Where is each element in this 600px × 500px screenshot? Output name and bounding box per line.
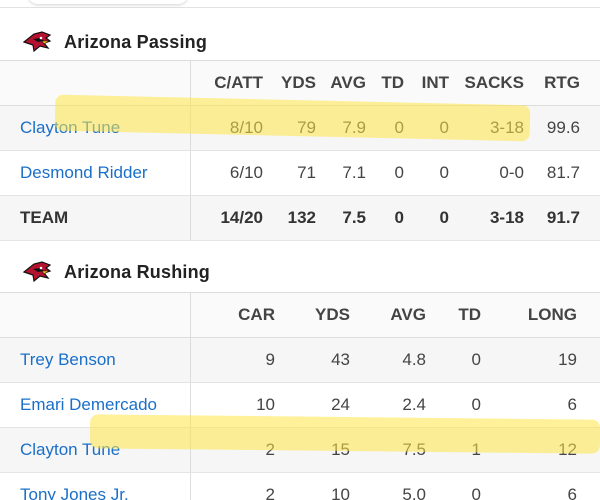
stat-td: 0	[366, 105, 404, 151]
col-header-catt: C/ATT	[190, 60, 263, 106]
table-row: Trey Benson 9 43 4.8 0 19	[0, 337, 600, 383]
stat-avg: 4.8	[350, 337, 426, 383]
stat-avg: 7.1	[316, 150, 366, 196]
stat-car: 10	[190, 382, 275, 428]
stat-rtg: 81.7	[524, 150, 580, 196]
col-header-avg: AVG	[350, 292, 426, 338]
table-row: Clayton Tune 8/10 79 7.9 0 0 3-18 99.6	[0, 105, 600, 151]
stat-td: 0	[426, 472, 481, 500]
stat-car: 2	[190, 427, 275, 473]
player-link[interactable]: Tony Jones Jr.	[20, 485, 129, 500]
stat-long: 19	[481, 337, 577, 383]
rushing-table: CAR YDS AVG TD LONG Trey Benson 9 43 4.8…	[0, 292, 600, 500]
team-total-row: TEAM 14/20 132 7.5 0 0 3-18 91.7	[0, 195, 600, 241]
player-column-header	[0, 292, 191, 338]
stat-avg: 2.4	[350, 382, 426, 428]
stat-avg: 7.5	[350, 427, 426, 473]
col-header-int: INT	[404, 60, 449, 106]
header-pad	[577, 292, 600, 338]
rushing-section-title: Arizona Rushing	[64, 261, 210, 282]
stat-catt: 8/10	[190, 105, 263, 151]
passing-section-header: Arizona Passing	[0, 22, 600, 62]
passing-header-row: C/ATT YDS AVG TD INT SACKS RTG	[0, 60, 600, 106]
col-header-long: LONG	[481, 292, 577, 338]
stat-int: 0	[404, 150, 449, 196]
stat-yds: 71	[263, 150, 316, 196]
previous-card-edge	[0, 0, 600, 8]
passing-section-title: Arizona Passing	[64, 31, 208, 52]
stat-td: 0	[426, 337, 481, 383]
col-header-rtg: RTG	[524, 60, 580, 106]
player-link[interactable]: Desmond Ridder	[20, 163, 148, 182]
col-header-td: TD	[366, 60, 404, 106]
stat-car: 2	[190, 472, 275, 500]
stat-td: 0	[366, 195, 404, 241]
stat-sacks: 3-18	[449, 195, 524, 241]
table-row: Tony Jones Jr. 2 10 5.0 0 6	[0, 472, 600, 500]
stat-int: 0	[404, 105, 449, 151]
stat-sacks: 0-0	[449, 150, 524, 196]
stat-yds: 24	[275, 382, 350, 428]
stat-yds: 43	[275, 337, 350, 383]
col-header-td: TD	[426, 292, 481, 338]
stat-yds: 79	[263, 105, 316, 151]
stat-avg: 5.0	[350, 472, 426, 500]
player-column-header	[0, 60, 191, 106]
stat-td: 0	[366, 150, 404, 196]
header-pad	[580, 60, 600, 106]
table-row: Emari Demercado 10 24 2.4 0 6	[0, 382, 600, 428]
stat-long: 6	[481, 382, 577, 428]
col-header-car: CAR	[190, 292, 275, 338]
cardinal-head-icon	[22, 261, 52, 283]
stat-catt: 6/10	[190, 150, 263, 196]
stat-long: 6	[481, 472, 577, 500]
stat-rtg: 91.7	[524, 195, 580, 241]
table-row: Desmond Ridder 6/10 71 7.1 0 0 0-0 81.7	[0, 150, 600, 196]
col-header-yds: YDS	[275, 292, 350, 338]
col-header-yds: YDS	[263, 60, 316, 106]
team-label: TEAM	[0, 195, 191, 241]
cardinal-head-icon	[22, 31, 52, 53]
stat-car: 9	[190, 337, 275, 383]
stat-int: 0	[404, 195, 449, 241]
stat-yds: 132	[263, 195, 316, 241]
rushing-header-row: CAR YDS AVG TD LONG	[0, 292, 600, 338]
rushing-section-header: Arizona Rushing	[0, 252, 600, 292]
player-link[interactable]: Trey Benson	[20, 350, 116, 369]
stat-avg: 7.5	[316, 195, 366, 241]
stat-sacks: 3-18	[449, 105, 524, 151]
stat-long: 12	[481, 427, 577, 473]
stat-rtg: 99.6	[524, 105, 580, 151]
stat-td: 1	[426, 427, 481, 473]
passing-table: C/ATT YDS AVG TD INT SACKS RTG Clayton T…	[0, 60, 600, 241]
col-header-sacks: SACKS	[449, 60, 524, 106]
player-link[interactable]: Clayton Tune	[20, 440, 121, 459]
stat-td: 0	[426, 382, 481, 428]
stat-avg: 7.9	[316, 105, 366, 151]
stat-catt: 14/20	[190, 195, 263, 241]
col-header-avg: AVG	[316, 60, 366, 106]
player-link[interactable]: Emari Demercado	[20, 395, 157, 414]
stat-yds: 15	[275, 427, 350, 473]
stat-yds: 10	[275, 472, 350, 500]
table-row: Clayton Tune 2 15 7.5 1 12	[0, 427, 600, 473]
previous-card-tab	[28, 0, 188, 4]
player-link[interactable]: Clayton Tune	[20, 118, 121, 137]
